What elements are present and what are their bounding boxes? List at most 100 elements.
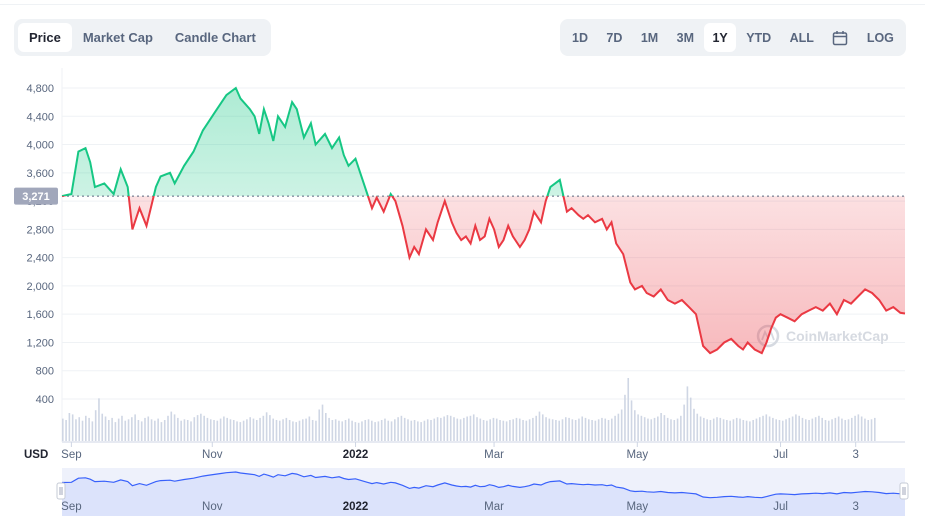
volume-bar: [351, 420, 353, 441]
chart-type-tabs: Price Market Cap Candle Chart: [14, 19, 271, 56]
y-tick-label: 4,000: [26, 140, 54, 152]
navigator-handle-left[interactable]: [56, 482, 66, 500]
volume-bar: [772, 417, 774, 441]
navigator-x-tick-label: 3: [852, 501, 858, 513]
volume-bar: [209, 419, 212, 441]
volume-bar: [555, 420, 557, 441]
volume-bar: [548, 418, 551, 441]
volume-bar: [456, 418, 459, 441]
volume-bar: [739, 418, 741, 441]
volume-bar: [735, 417, 738, 441]
volume-bar: [617, 413, 620, 441]
tab-candle-chart[interactable]: Candle Chart: [174, 30, 256, 45]
navigator-x-tick-label: Nov: [202, 501, 223, 513]
range-1y-button[interactable]: 1Y: [704, 23, 736, 52]
y-tick-label: 2,800: [26, 224, 54, 236]
tab-market-cap[interactable]: Market Cap: [82, 30, 153, 45]
volume-bar: [814, 417, 817, 441]
x-tick-label: Sep: [61, 449, 81, 461]
volume-bar: [489, 419, 491, 441]
volume-bar: [522, 420, 524, 441]
volume-bar: [686, 386, 689, 441]
volume-bar: [538, 411, 541, 441]
navigator-x-tick-label: Jul: [773, 501, 788, 513]
y-tick-label: 2,000: [26, 281, 54, 293]
currency-label: USD: [24, 449, 48, 461]
volume-bar: [265, 412, 268, 441]
volume-bar: [114, 422, 117, 441]
volume-bar: [689, 397, 692, 441]
volume-bar: [344, 420, 347, 441]
range-ytd-button[interactable]: YTD: [746, 30, 772, 45]
x-tick-label: Mar: [484, 449, 504, 461]
volume-bar: [436, 417, 439, 441]
volume-bar: [423, 420, 426, 441]
volume-bar: [62, 418, 64, 441]
volume-bar: [673, 420, 676, 441]
volume-bar: [295, 422, 298, 441]
log-scale-button[interactable]: LOG: [866, 30, 894, 45]
volume-bar: [150, 419, 153, 441]
volume-bar: [486, 420, 488, 441]
volume-bar: [252, 418, 255, 441]
top-divider: [0, 4, 925, 5]
volume-bar: [680, 415, 682, 441]
volume-bar: [818, 415, 820, 441]
volume-bar: [71, 414, 74, 441]
volume-bar: [380, 420, 383, 441]
volume-bar: [568, 417, 570, 441]
range-navigator[interactable]: Sep Nov 2022 Mar May Jul 3: [0, 466, 925, 520]
tab-price[interactable]: Price: [18, 23, 72, 52]
volume-bar: [75, 419, 77, 441]
range-1m-button[interactable]: 1M: [640, 30, 659, 45]
y-tick-label: 3,600: [26, 168, 54, 180]
volume-bar: [259, 417, 261, 441]
volume-bar: [331, 420, 334, 441]
volume-bar: [874, 417, 876, 441]
range-1d-button[interactable]: 1D: [572, 30, 588, 45]
volume-bar: [732, 419, 735, 441]
volume-bar: [663, 415, 666, 441]
volume-bar: [305, 418, 307, 441]
price-chart[interactable]: CoinMarketCap 4,8004,4004,0003,6003,2002…: [0, 60, 925, 466]
volume-bar: [318, 409, 321, 441]
volume-bar: [236, 421, 238, 441]
volume-bar: [459, 419, 462, 441]
volume-bar: [203, 415, 205, 441]
volume-bar: [699, 416, 702, 441]
volume-bar: [515, 417, 518, 441]
x-tick-label: 3: [852, 449, 858, 461]
volume-bar: [551, 419, 554, 441]
volume-bar: [634, 410, 636, 441]
volume-bar: [397, 417, 399, 441]
volume-bar: [726, 420, 728, 441]
range-3m-button[interactable]: 3M: [676, 30, 695, 45]
navigator-area: [62, 472, 905, 516]
volume-bar: [242, 420, 245, 441]
calendar-button[interactable]: [824, 23, 856, 52]
volume-bar: [564, 417, 567, 441]
volume-bar: [140, 421, 143, 441]
volume-bar: [607, 420, 610, 441]
volume-bar: [509, 420, 511, 441]
volume-bar: [788, 417, 791, 441]
volume-bar: [670, 419, 672, 441]
y-tick-label: 1,200: [26, 337, 54, 349]
volume-bar: [611, 418, 613, 441]
volume-bar: [512, 419, 514, 441]
volume-bar: [400, 415, 403, 441]
volume-bar: [157, 418, 159, 441]
volume-bar: [683, 404, 685, 441]
volume-bar: [417, 421, 419, 441]
volume-bar: [594, 420, 597, 441]
volume-bar: [768, 416, 771, 441]
range-7d-button[interactable]: 7D: [606, 30, 623, 45]
volume-bar: [249, 417, 251, 441]
volume-bar: [390, 421, 393, 441]
y-axis: 4,8004,4004,0003,6003,2002,8002,4002,000…: [26, 83, 54, 406]
volume-bar: [328, 417, 330, 441]
volume-bar: [285, 417, 288, 441]
navigator-handle-right[interactable]: [899, 482, 909, 500]
range-all-button[interactable]: ALL: [789, 30, 814, 45]
volume-bar: [676, 418, 679, 441]
